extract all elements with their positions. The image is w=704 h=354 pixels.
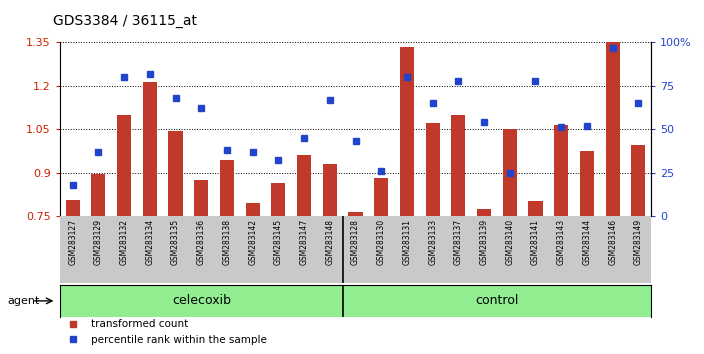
Bar xyxy=(240,216,265,283)
Bar xyxy=(214,216,240,283)
Text: GDS3384 / 36115_at: GDS3384 / 36115_at xyxy=(53,14,197,28)
Text: GSM283128: GSM283128 xyxy=(351,219,360,265)
Bar xyxy=(471,216,497,283)
Bar xyxy=(497,216,522,283)
Bar xyxy=(420,216,446,283)
Bar xyxy=(522,216,548,283)
Bar xyxy=(86,216,111,283)
Text: GSM283142: GSM283142 xyxy=(249,219,257,265)
Bar xyxy=(374,178,389,216)
Bar xyxy=(291,216,317,283)
Text: GSM283138: GSM283138 xyxy=(222,219,232,265)
Text: GSM283136: GSM283136 xyxy=(196,219,206,266)
Bar xyxy=(60,216,86,283)
Bar xyxy=(60,285,343,317)
Bar xyxy=(194,180,208,216)
Legend: transformed count, percentile rank within the sample: transformed count, percentile rank withi… xyxy=(58,315,271,349)
Bar xyxy=(322,164,337,216)
Bar xyxy=(368,216,394,283)
Text: GSM283130: GSM283130 xyxy=(377,219,386,266)
Bar xyxy=(317,216,343,283)
Bar xyxy=(600,216,625,283)
Text: GSM283134: GSM283134 xyxy=(145,219,154,266)
Bar xyxy=(451,115,465,216)
Bar xyxy=(297,155,311,216)
Bar xyxy=(426,124,440,216)
Bar xyxy=(189,216,214,283)
Bar xyxy=(580,151,594,216)
Bar xyxy=(400,47,414,216)
Text: GSM283149: GSM283149 xyxy=(634,219,643,266)
Text: GSM283129: GSM283129 xyxy=(94,219,103,265)
Bar xyxy=(548,216,574,283)
Text: GSM283143: GSM283143 xyxy=(557,219,566,266)
Bar xyxy=(163,216,189,283)
Bar xyxy=(554,125,568,216)
Bar xyxy=(220,160,234,216)
Text: GSM283132: GSM283132 xyxy=(120,219,129,265)
Bar xyxy=(477,209,491,216)
Text: GSM283135: GSM283135 xyxy=(171,219,180,266)
Bar xyxy=(246,203,260,216)
Text: GSM283131: GSM283131 xyxy=(403,219,411,265)
Text: GSM283140: GSM283140 xyxy=(505,219,515,266)
Text: GSM283144: GSM283144 xyxy=(582,219,591,266)
Bar xyxy=(574,216,600,283)
Bar xyxy=(529,201,543,216)
Bar xyxy=(348,212,363,216)
Bar xyxy=(92,174,106,216)
Bar xyxy=(143,81,157,216)
Text: GSM283148: GSM283148 xyxy=(325,219,334,265)
Bar xyxy=(265,216,291,283)
Text: agent: agent xyxy=(7,296,39,306)
Bar xyxy=(117,115,131,216)
Text: GSM283137: GSM283137 xyxy=(454,219,463,266)
Text: GSM283141: GSM283141 xyxy=(531,219,540,265)
Text: GSM283145: GSM283145 xyxy=(274,219,283,266)
Bar xyxy=(631,145,646,216)
Bar xyxy=(343,216,368,283)
Text: GSM283146: GSM283146 xyxy=(608,219,617,266)
Bar xyxy=(168,131,182,216)
Bar xyxy=(343,285,651,317)
Text: celecoxib: celecoxib xyxy=(172,295,231,307)
Bar xyxy=(446,216,471,283)
Text: GSM283127: GSM283127 xyxy=(68,219,77,265)
Bar xyxy=(394,216,420,283)
Bar xyxy=(65,200,80,216)
Bar xyxy=(271,183,285,216)
Text: GSM283139: GSM283139 xyxy=(479,219,489,266)
Bar xyxy=(625,216,651,283)
Bar xyxy=(137,216,163,283)
Text: control: control xyxy=(475,295,519,307)
Bar xyxy=(503,129,517,216)
Text: GSM283147: GSM283147 xyxy=(300,219,308,266)
Bar xyxy=(111,216,137,283)
Bar xyxy=(605,41,620,216)
Text: GSM283133: GSM283133 xyxy=(428,219,437,266)
